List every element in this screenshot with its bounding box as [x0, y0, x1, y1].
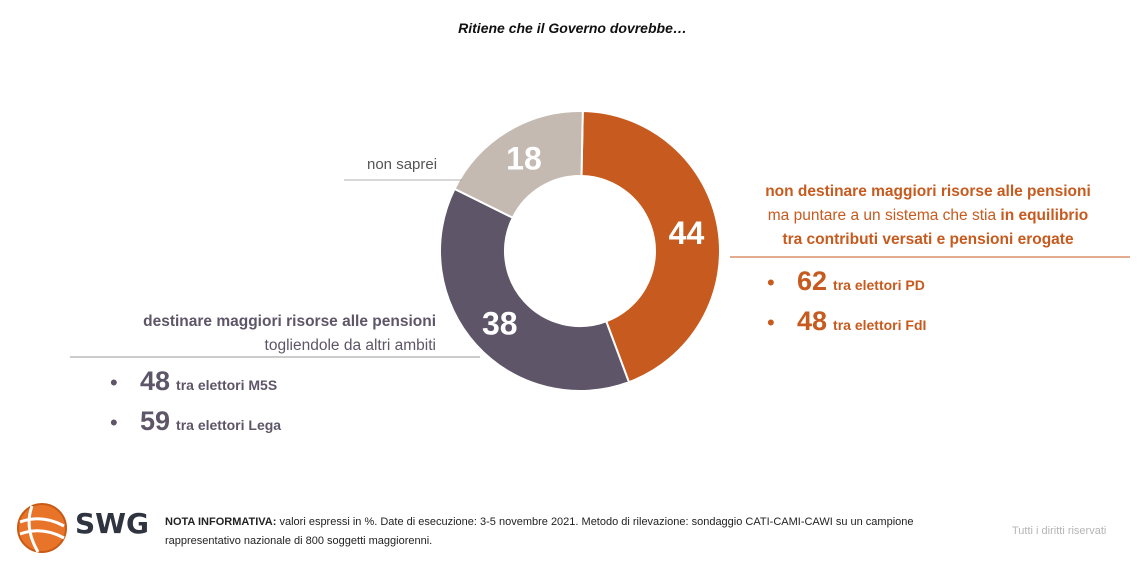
bullet-text: tra elettori Lega	[176, 417, 282, 433]
donut-slice-0	[580, 110, 721, 384]
bullet-pd: • 62 tra elettori PD	[767, 266, 925, 297]
donut-slice-1	[439, 187, 631, 392]
right-line1: non destinare maggiori risorse alle pens…	[765, 183, 1091, 200]
right-line3: tra contributi versati e pensioni erogat…	[782, 231, 1074, 248]
right-annotation: non destinare maggiori risorse alle pens…	[730, 180, 1126, 252]
bullet-dot: •	[110, 410, 118, 435]
bullet-dot: •	[767, 310, 775, 335]
swg-logo-text: SWG	[75, 507, 150, 540]
left-line1: destinare maggiori risorse alle pensioni	[143, 313, 436, 330]
bullet-dot: •	[110, 370, 118, 395]
label-non-saprei: non saprei	[367, 156, 438, 173]
bullet-text: tra elettori M5S	[176, 377, 278, 393]
right-line2: ma puntare a un sistema che stia in equi…	[767, 207, 1089, 224]
bullet-value: 48	[140, 366, 171, 396]
bullet-value: 59	[140, 406, 171, 436]
swg-globe-icon	[17, 503, 67, 553]
slice-value-label-0: 44	[669, 215, 705, 251]
bullet-text: tra elettori PD	[833, 277, 925, 293]
bullet-fdi: • 48 tra elettori FdI	[767, 306, 926, 337]
footer-note: NOTA INFORMATIVA: valori espressi in %. …	[165, 516, 914, 547]
slice-value-label-1: 38	[482, 305, 518, 341]
bullet-dot: •	[767, 270, 775, 295]
slice-value-label-2: 18	[506, 141, 542, 177]
bullet-value: 62	[797, 266, 828, 296]
bullet-lega: • 59 tra elettori Lega	[110, 406, 281, 437]
left-line2: togliendole da altri ambiti	[264, 337, 436, 354]
bullet-value: 48	[797, 306, 828, 336]
left-annotation: destinare maggiori risorse alle pensioni…	[70, 310, 436, 358]
chart-title: Ritiene che il Governo dovrebbe…	[458, 20, 687, 36]
rights-text: Tutti i diritti riservati	[1012, 525, 1107, 537]
bullet-text: tra elettori FdI	[833, 317, 927, 333]
bullet-m5s: • 48 tra elettori M5S	[110, 366, 277, 397]
donut-slice-2	[453, 110, 584, 220]
